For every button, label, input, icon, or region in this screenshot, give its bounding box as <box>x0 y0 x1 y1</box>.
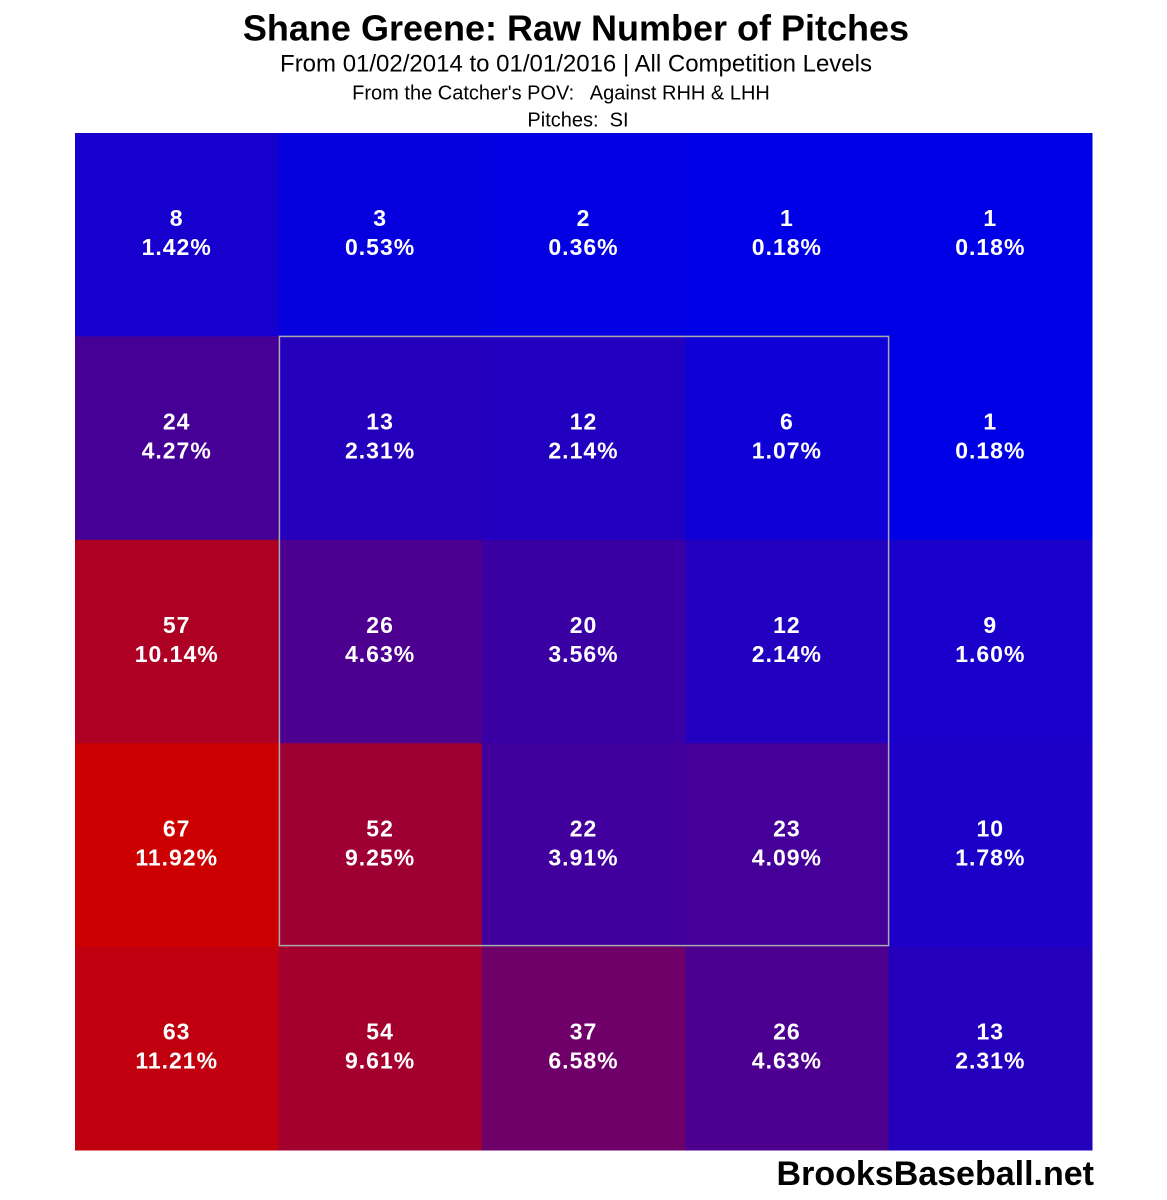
cell-percent: 0.18% <box>955 437 1025 463</box>
heat-cell <box>685 336 890 541</box>
cell-percent: 0.18% <box>752 234 822 260</box>
cell-count: 22 <box>570 815 598 841</box>
chart-title: Shane Greene: Raw Number of Pitches <box>243 8 909 49</box>
heat-cell <box>685 946 890 1151</box>
cell-count: 26 <box>366 612 394 638</box>
cell-percent: 2.31% <box>345 437 415 463</box>
cell-percent: 10.14% <box>135 641 219 667</box>
heat-cell <box>888 336 1093 541</box>
heat-cell <box>888 946 1093 1151</box>
heat-cell <box>75 133 279 337</box>
heat-cell <box>278 743 483 948</box>
cell-count: 26 <box>773 1019 801 1045</box>
cell-count: 63 <box>163 1019 191 1045</box>
pitch-note: Pitches: SI <box>527 109 628 131</box>
cell-count: 6 <box>780 408 794 434</box>
cell-count: 1 <box>780 205 794 231</box>
heat-cell <box>685 743 890 948</box>
cell-count: 1 <box>983 408 997 434</box>
heat-cell <box>888 133 1093 337</box>
heat-cell <box>75 539 279 744</box>
cell-percent: 2.14% <box>548 437 618 463</box>
cell-count: 23 <box>773 815 801 841</box>
cell-count: 57 <box>163 612 191 638</box>
cell-count: 1 <box>983 205 997 231</box>
cell-percent: 11.21% <box>135 1048 218 1074</box>
cell-count: 37 <box>570 1019 598 1045</box>
cell-count: 54 <box>366 1019 394 1045</box>
cell-count: 24 <box>163 408 191 434</box>
chart-subtitle: From 01/02/2014 to 01/01/2016 | All Comp… <box>280 50 872 77</box>
heat-cell <box>481 743 686 948</box>
heat-cell <box>75 946 279 1151</box>
cell-count: 9 <box>983 612 997 638</box>
cell-count: 20 <box>570 612 598 638</box>
strike-zone <box>278 335 890 947</box>
cell-percent: 2.31% <box>955 1048 1025 1074</box>
cell-percent: 6.58% <box>548 1048 618 1074</box>
cell-percent: 9.25% <box>345 844 415 870</box>
cell-count: 8 <box>170 205 184 231</box>
cell-percent: 2.14% <box>752 641 822 667</box>
heat-cell <box>888 743 1093 948</box>
cell-percent: 4.63% <box>752 1048 822 1074</box>
cell-count: 12 <box>570 408 598 434</box>
heat-cell <box>481 133 686 337</box>
heat-cell <box>685 539 890 744</box>
heat-cell <box>278 336 483 541</box>
cell-count: 10 <box>977 815 1005 841</box>
heat-cell <box>481 946 686 1151</box>
cell-percent: 4.63% <box>345 641 415 667</box>
cell-count: 52 <box>366 815 394 841</box>
heat-cell <box>75 743 279 948</box>
cell-percent: 1.07% <box>752 437 822 463</box>
heat-cell <box>888 539 1093 744</box>
heat-cell <box>481 539 686 744</box>
cell-percent: 1.60% <box>955 641 1025 667</box>
cell-percent: 0.36% <box>548 234 618 260</box>
cell-count: 13 <box>366 408 394 434</box>
cell-percent: 3.56% <box>548 641 618 667</box>
heat-cell <box>278 539 483 744</box>
cell-percent: 4.27% <box>142 437 212 463</box>
cell-percent: 9.61% <box>345 1048 415 1074</box>
cell-count: 2 <box>577 205 591 231</box>
cell-percent: 3.91% <box>548 844 618 870</box>
pov-note: From the Catcher's POV: Against RHH & LH… <box>352 82 770 104</box>
source: BrooksBaseball.net <box>777 1155 1094 1193</box>
heat-cell <box>75 336 279 541</box>
cell-percent: 11.92% <box>135 844 218 870</box>
heat-cell <box>278 946 483 1151</box>
cell-percent: 1.78% <box>955 844 1025 870</box>
cell-percent: 0.53% <box>345 234 415 260</box>
cell-count: 12 <box>773 612 801 638</box>
heat-cell <box>481 336 686 541</box>
cell-count: 3 <box>373 205 387 231</box>
heat-cell <box>278 133 483 337</box>
heatmap: 8 1.42% 3 0.53% 2 0.36% 1 0.18% 1 0.18% 24 4.27% 13 2… <box>75 133 1093 1151</box>
cell-percent: 4.09% <box>752 844 822 870</box>
cell-percent: 0.18% <box>955 234 1025 260</box>
cell-count: 67 <box>163 815 191 841</box>
cell-count: 13 <box>977 1019 1005 1045</box>
cell-percent: 1.42% <box>142 234 212 260</box>
heat-cell <box>685 133 890 337</box>
